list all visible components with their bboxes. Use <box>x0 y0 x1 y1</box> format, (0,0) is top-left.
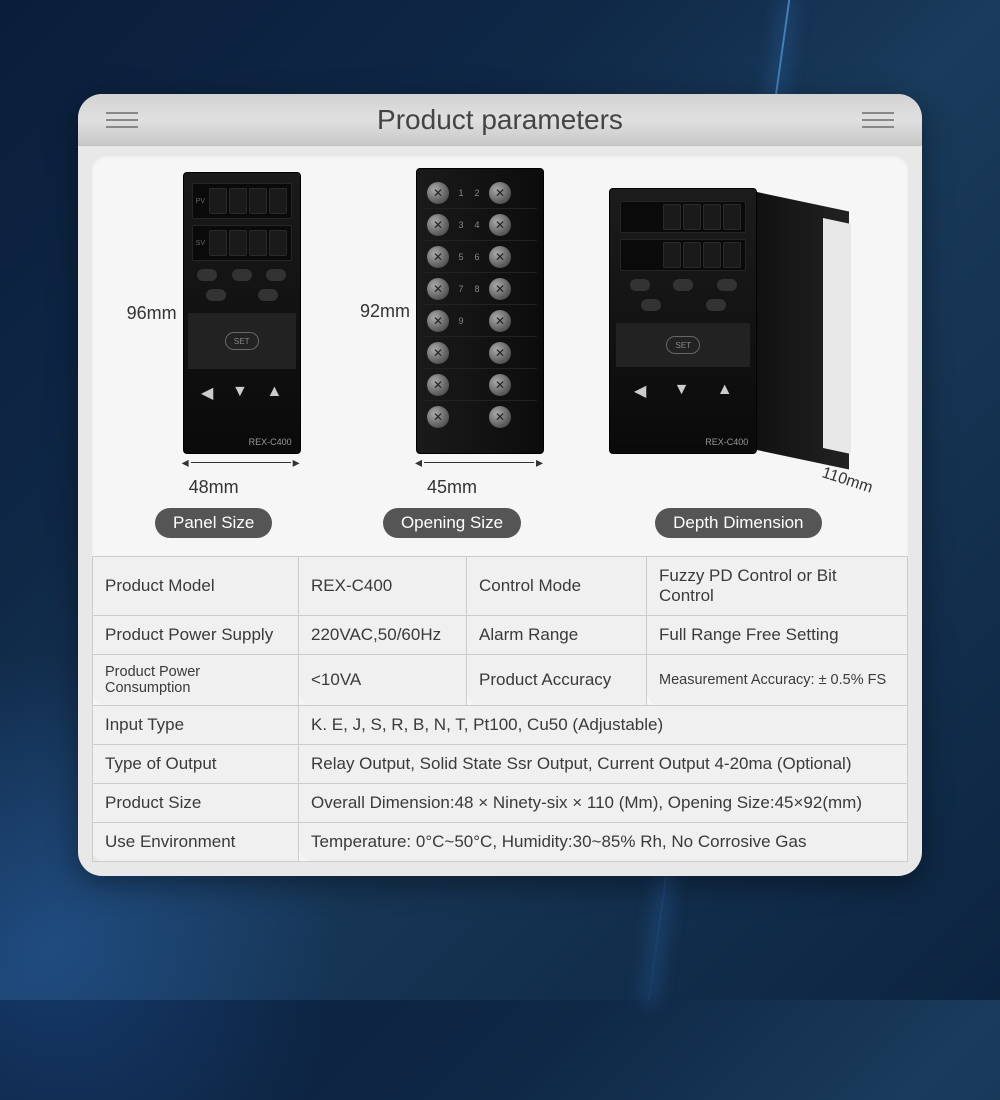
spec-value: Temperature: 0°C~50°C, Humidity:30~85% R… <box>299 823 908 862</box>
spec-row: Product ModelREX-C400Control ModeFuzzy P… <box>93 557 908 616</box>
spec-row: Product Power Consumption<10VAProduct Ac… <box>93 655 908 706</box>
spec-value: Full Range Free Setting <box>647 616 908 655</box>
spec-label: Product Power Supply <box>93 616 299 655</box>
spec-table: Product ModelREX-C400Control ModeFuzzy P… <box>92 556 908 862</box>
spec-value: Overall Dimension:48 × Ninety-six × 110 … <box>299 784 908 823</box>
hamburger-right-icon <box>862 112 894 128</box>
spec-label: Product Accuracy <box>467 655 647 706</box>
device-front-view: SET ◀▼▲ REX-C400 <box>183 172 301 454</box>
panel-size-diagram: 96mm SET ◀▼▲ REX-C400 ◂▸ 48mm Panel Size <box>127 172 301 538</box>
model-label: REX-C400 <box>705 437 748 447</box>
opening-size-diagram: 92mm 12 34 56 78 9 ◂▸ 45mm Opening Size <box>360 168 544 538</box>
spec-row: Product SizeOverall Dimension:48 × Ninet… <box>93 784 908 823</box>
card-header: Product parameters <box>78 94 922 146</box>
device-3d-view: SET ◀▼▲ REX-C400 110mm <box>603 188 873 498</box>
spec-label: Control Mode <box>467 557 647 616</box>
spec-row: Input TypeK. E, J, S, R, B, N, T, Pt100,… <box>93 706 908 745</box>
diagram-row: 96mm SET ◀▼▲ REX-C400 ◂▸ 48mm Panel Size <box>92 168 908 556</box>
spec-value: Measurement Accuracy: ± 0.5% FS <box>647 655 908 706</box>
set-button-icon: SET <box>225 332 259 350</box>
spec-value: K. E, J, S, R, B, N, T, Pt100, Cu50 (Adj… <box>299 706 908 745</box>
spec-label: Alarm Range <box>467 616 647 655</box>
opening-width-label: 45mm <box>427 477 477 498</box>
opening-height-label: 92mm <box>360 301 410 322</box>
card-title: Product parameters <box>377 104 623 136</box>
spec-row: Product Power Supply220VAC,50/60HzAlarm … <box>93 616 908 655</box>
card-content: 96mm SET ◀▼▲ REX-C400 ◂▸ 48mm Panel Size <box>92 156 908 862</box>
spec-value: Fuzzy PD Control or Bit Control <box>647 557 908 616</box>
panel-size-pill: Panel Size <box>155 508 272 538</box>
spec-label: Product Size <box>93 784 299 823</box>
model-label: REX-C400 <box>249 437 292 447</box>
product-card: Product parameters 96mm SET ◀▼▲ REX-C400 <box>78 94 922 876</box>
set-button-icon: SET <box>666 336 700 354</box>
spec-label: Type of Output <box>93 745 299 784</box>
depth-diagram: SET ◀▼▲ REX-C400 110mm Depth Dimension <box>603 188 873 538</box>
spec-label: Use Environment <box>93 823 299 862</box>
device-back-view: 12 34 56 78 9 <box>416 168 544 454</box>
spec-label: Input Type <box>93 706 299 745</box>
spec-value: REX-C400 <box>299 557 467 616</box>
spec-row: Type of OutputRelay Output, Solid State … <box>93 745 908 784</box>
spec-value: <10VA <box>299 655 467 706</box>
spec-row: Use EnvironmentTemperature: 0°C~50°C, Hu… <box>93 823 908 862</box>
hamburger-left-icon <box>106 112 138 128</box>
spec-label: Product Power Consumption <box>93 655 299 706</box>
panel-width-label: 48mm <box>189 477 239 498</box>
spec-label: Product Model <box>93 557 299 616</box>
depth-pill: Depth Dimension <box>655 508 821 538</box>
spec-value: 220VAC,50/60Hz <box>299 616 467 655</box>
opening-size-pill: Opening Size <box>383 508 521 538</box>
spec-value: Relay Output, Solid State Ssr Output, Cu… <box>299 745 908 784</box>
panel-height-label: 96mm <box>127 303 177 324</box>
